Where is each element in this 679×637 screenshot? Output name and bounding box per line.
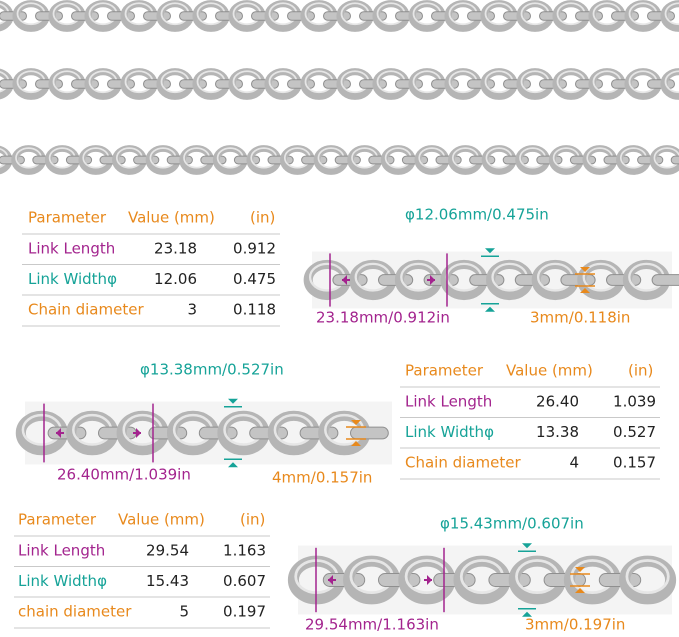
value-mm: 3 [187,301,197,319]
length-label: 23.18mm/0.912in [316,309,450,327]
row-label: Link Length [18,542,105,560]
chain-ring-shine [625,559,670,595]
width-label: φ12.06mm/0.475in [405,206,549,224]
chain-ring [660,68,679,100]
table-header: (in) [628,362,653,380]
value-mm: 29.54 [146,542,189,560]
row-label: Link Length [28,240,115,258]
value-in: 0.607 [223,572,266,590]
value-in: 0.197 [223,603,266,621]
value-in: 1.039 [613,393,656,411]
arrow [522,543,532,549]
arrow [228,462,238,468]
value-in: 0.912 [233,240,276,258]
chain-side-link [651,274,679,286]
value-in: 1.163 [223,542,266,560]
chain-ring [660,0,679,32]
table-header: Value (mm) [506,362,593,380]
table-header: Parameter [28,209,107,227]
value-mm: 5 [179,603,189,621]
arrow [485,306,495,312]
value-mm: 23.18 [154,240,197,258]
table-header: (in) [240,511,265,529]
row-label: chain diameter [18,603,132,621]
arrow [580,267,590,272]
table-header: Parameter [18,511,97,529]
arrow [351,441,361,446]
arrow [575,567,585,572]
value-mm: 13.38 [536,423,579,441]
chain-ring-shine [664,70,679,94]
row-label: Link Widthφ [405,423,494,441]
value-mm: 12.06 [154,270,197,288]
row-label: Link Widthφ [28,270,117,288]
arrow [575,588,585,593]
value-in: 0.118 [233,301,276,319]
row-label: Link Widthφ [18,572,107,590]
table-header: Value (mm) [118,511,205,529]
table-header: Value (mm) [128,209,215,227]
diameter-label: 3mm/0.118in [530,309,630,327]
chain-ring-shine [653,147,679,169]
length-label: 29.54mm/1.163in [305,616,439,634]
value-mm: 26.40 [536,393,579,411]
table-header: Parameter [405,362,484,380]
diameter-label: 4mm/0.157in [272,469,372,487]
diameter-label: 3mm/0.197in [525,616,625,634]
value-in: 0.527 [613,423,656,441]
value-in: 0.157 [613,454,656,472]
arrow [351,420,361,425]
chain-side-link [670,155,679,165]
chain-side-link [350,426,389,440]
value-in: 0.475 [233,270,276,288]
row-label: Link Length [405,393,492,411]
chain-ring-shine [664,2,679,26]
length-label: 26.40mm/1.039in [57,466,191,484]
table-header: (in) [250,209,275,227]
value-mm: 4 [569,454,579,472]
arrow [485,248,495,254]
value-mm: 15.43 [146,572,189,590]
width-label: φ15.43mm/0.607in [440,515,584,533]
width-label: φ13.38mm/0.527in [140,361,284,379]
row-label: Chain diameter [405,454,521,472]
row-label: Chain diameter [28,301,144,319]
arrow [228,398,238,404]
arrow [522,611,532,617]
arrow [580,288,590,293]
